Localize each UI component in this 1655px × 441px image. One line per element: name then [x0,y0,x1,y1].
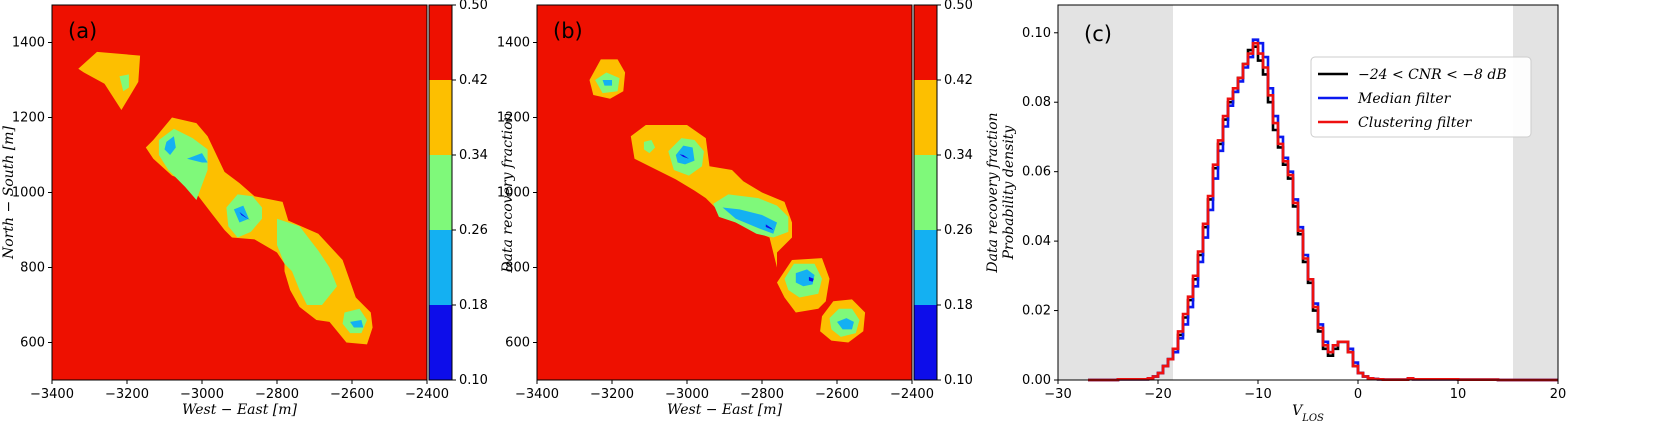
panel-c-legend-entry-1: Median filter [1357,91,1452,107]
panel-a-colorbar-tick-label: 0.26 [459,223,488,238]
panel-a-x-tick-label: −3000 [180,387,224,402]
panel-a-x-tick-label: −3400 [30,387,74,402]
panel-b-colorbar-tick-label: 0.50 [944,0,973,13]
panel-a-y-tick-label: 1400 [12,36,45,51]
panel-c-legend-box [1310,56,1532,138]
panel-a-colorbar-band [429,80,452,155]
panel-c-x-tick-label: 10 [1450,387,1467,402]
panel-a-colorbar-band [429,155,452,230]
panel-c-panel-label: (c) [1084,22,1112,46]
panel-b-colorbar-tick-label: 0.26 [944,223,973,238]
panel-c-histogram: −30 −20 −10 0 10 20 0.00 0.02 0.04 0.06 0.08 0.10 VL… [1001,4,1567,424]
panel-a-x-tick-label: −2600 [330,387,374,402]
panel-c-legend-entry-2: Clustering filter [1358,115,1473,131]
panel-b-colorbar-tick-label: 0.18 [944,298,973,313]
panel-c-x-axis-label: VLOS [1292,403,1324,424]
panel-b-contour-region [808,276,814,282]
panel-a-contour-region [164,136,176,155]
panel-a-contour-map: −3400 −3200 −3000 −2800 −2600 −2400 600 800 1000… [1,4,449,418]
panel-c-x-tick-label: 20 [1550,387,1567,402]
panel-b-contour-region [643,140,656,154]
panel-b-colorbar-band [914,230,937,305]
panel-b-colorbar-tick-label: 0.42 [944,73,973,88]
panel-a-contour-region [350,320,364,328]
panel-a-contour-region [78,51,141,110]
panel-c-axes-frame [1057,4,1559,381]
panel-b-contour-region [602,80,612,86]
panel-a-colorbar-tick-label: 0.50 [459,0,488,13]
panel-c-x-tick-label: −30 [1044,387,1071,402]
panel-b-colorbar-band [914,305,937,380]
panel-a-colorbar-frame [428,4,453,381]
panel-a-colorbar-band [429,5,452,80]
panel-c-y-tick-label: 0.00 [1022,373,1051,388]
panel-b-contour-region [679,154,689,159]
panel-b-y-tick-label: 1000 [497,186,530,201]
panel-b-colorbar-tick-label: 0.34 [944,148,973,163]
panel-b-colorbar-band [914,155,937,230]
panel-a-colorbar-tick-label: 0.10 [459,373,488,388]
panel-c-x-tick-label: 0 [1354,387,1362,402]
panel-b-colorbar: 0.10 0.18 0.26 0.34 0.42 0.50 Data recovery fr… [913,0,1001,388]
panel-b-contour-region [765,224,774,230]
panel-a-colorbar-tick-label: 0.42 [459,73,488,88]
panel-a-y-tick-label: 1200 [12,111,45,126]
panel-c-y-tick-label: 0.08 [1022,95,1051,110]
panel-c-x-tick-label: −10 [1244,387,1271,402]
panel-a-contour-region [119,74,129,92]
panel-b-colorbar-band [914,5,937,80]
panel-a-x-tick-label: −3200 [105,387,149,402]
panel-b-panel-label: (b) [553,19,583,43]
panel-b-contour-region [837,318,854,330]
panel-b-contour-region [722,207,777,234]
panel-b-x-tick-label: −3000 [665,387,709,402]
panel-c-series-2-step-line [1088,41,1558,382]
panel-a-colorbar-band [429,230,452,305]
panel-b-contour-region [675,145,695,165]
panel-a-y-tick-label: 1000 [12,186,45,201]
panel-c-y-tick-label: 0.10 [1022,26,1051,41]
panel-c-legend-entry-0: −24 < CNR < −8 dB [1358,67,1507,83]
panel-c-y-tick-label: 0.04 [1022,234,1051,249]
panel-b-y-tick-label: 1400 [497,36,530,51]
panel-b-x-tick-label: −2400 [890,387,934,402]
panel-b-x-tick-label: −2800 [740,387,784,402]
panel-b-colorbar-tick-label: 0.10 [944,373,973,388]
panel-a-x-tick-label: −2400 [405,387,449,402]
panel-a-y-tick-label: 800 [20,261,45,276]
panel-a-panel-label: (a) [68,19,97,43]
panel-a-colorbar-band [429,305,452,380]
panel-b-colorbar-band [914,80,937,155]
panel-c-x-tick-label: −20 [1144,387,1171,402]
panel-b-colorbar-label: Data recovery fraction [985,112,1001,273]
panel-a-x-axis-label: West − East [m] [182,402,298,418]
panel-c-y-tick-label: 0.02 [1022,304,1051,319]
panel-b-x-tick-label: −2600 [815,387,859,402]
panel-b-x-tick-label: −3400 [515,387,559,402]
panel-b-y-tick-label: 600 [505,336,530,351]
panel-a-x-tick-label: −2800 [255,387,299,402]
panel-a-contour-region [277,218,337,305]
panel-a-colorbar-tick-label: 0.18 [459,298,488,313]
panel-a-colorbar: 0.10 0.18 0.26 0.34 0.42 0.50 Data recovery fr… [428,0,516,388]
panel-b-x-axis-label: West − East [m] [667,402,783,418]
panel-c-y-axis-label: Probability density [1001,125,1017,261]
panel-b-colorbar-frame [913,4,938,381]
panel-b-x-tick-label: −3200 [590,387,634,402]
panel-b-y-tick-label: 1200 [497,111,530,126]
panel-b-contour-map: −3400 −3200 −3000 −2800 −2600 −2400 600 800 1000… [497,4,934,418]
panel-c-shaded-region [1058,5,1173,380]
panel-c-y-tick-label: 0.06 [1022,165,1051,180]
panel-a-contour-region [187,153,208,163]
panel-a-colorbar-label: Data recovery fraction [500,112,516,273]
panel-a-y-axis-label: North − South [m] [1,125,17,260]
panel-b-y-tick-label: 800 [505,261,530,276]
panel-a-y-tick-label: 600 [20,336,45,351]
panel-a-colorbar-tick-label: 0.34 [459,148,488,163]
panel-b-contour-region [795,269,815,287]
